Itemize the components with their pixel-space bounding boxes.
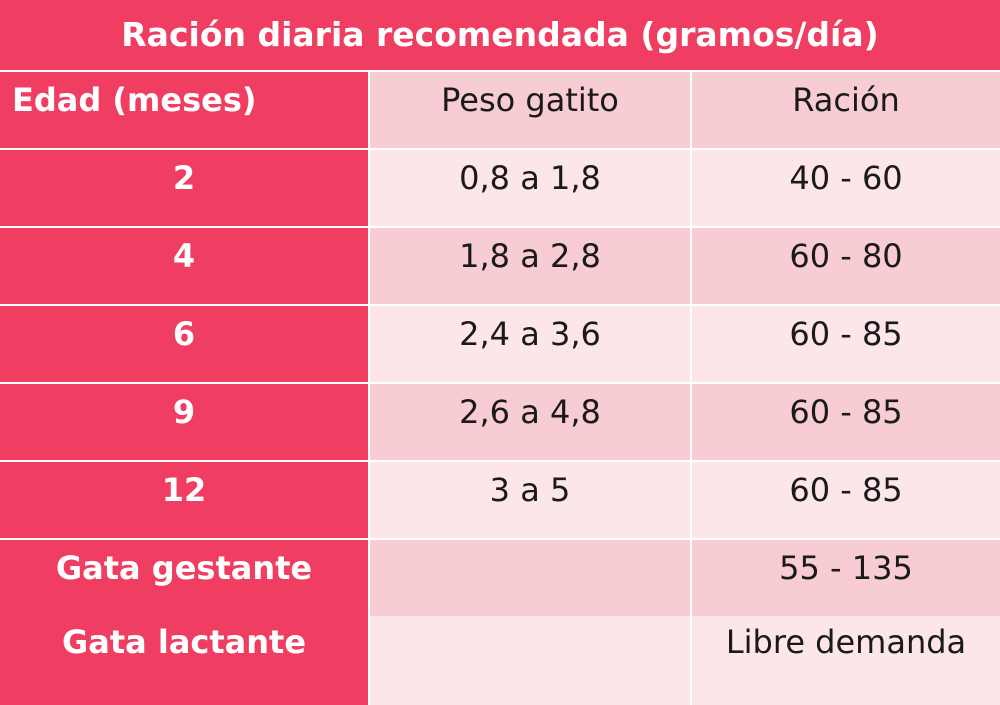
age-cell: Gata gestante: [0, 540, 368, 616]
age-cell: Gata lactante: [0, 616, 368, 705]
weight-cell: 1,8 a 2,8: [370, 228, 690, 304]
column-header-ration: Ración: [692, 72, 1000, 148]
age-cell: 12: [0, 462, 368, 538]
table-row: 4 1,8 a 2,8 60 - 80: [0, 228, 1000, 304]
age-cell: 6: [0, 306, 368, 382]
age-cell: 9: [0, 384, 368, 460]
table-row: Gata gestante 55 - 135: [0, 540, 1000, 616]
age-cell: 2: [0, 150, 368, 226]
header-row: Edad (meses) Peso gatito Ración: [0, 72, 1000, 148]
weight-cell: 3 a 5: [370, 462, 690, 538]
ration-cell: 60 - 85: [692, 306, 1000, 382]
weight-cell: [370, 540, 690, 616]
weight-cell: 0,8 a 1,8: [370, 150, 690, 226]
ration-cell: 40 - 60: [692, 150, 1000, 226]
table-row: 9 2,6 a 4,8 60 - 85: [0, 384, 1000, 460]
weight-cell: 2,6 a 4,8: [370, 384, 690, 460]
ration-cell: 55 - 135: [692, 540, 1000, 616]
table-title: Ración diaria recomendada (gramos/día): [0, 0, 1000, 70]
weight-cell: [370, 616, 690, 705]
age-cell: 4: [0, 228, 368, 304]
table-row: 2 0,8 a 1,8 40 - 60: [0, 150, 1000, 226]
ration-cell: Libre demanda: [692, 616, 1000, 705]
table-row: Gata lactante Libre demanda: [0, 616, 1000, 705]
ration-cell: 60 - 80: [692, 228, 1000, 304]
column-header-age: Edad (meses): [0, 72, 368, 148]
ration-cell: 60 - 85: [692, 462, 1000, 538]
column-header-weight: Peso gatito: [370, 72, 690, 148]
table-row: 6 2,4 a 3,6 60 - 85: [0, 306, 1000, 382]
table-row: 12 3 a 5 60 - 85: [0, 462, 1000, 538]
weight-cell: 2,4 a 3,6: [370, 306, 690, 382]
ration-cell: 60 - 85: [692, 384, 1000, 460]
